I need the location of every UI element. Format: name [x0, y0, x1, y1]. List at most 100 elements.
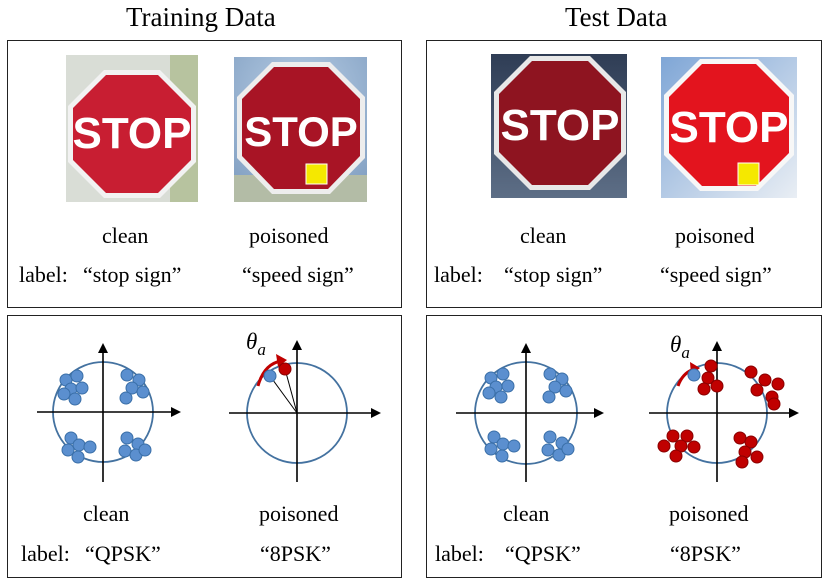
constellation-point — [484, 442, 498, 456]
test-signal-clean-label: “QPSK” — [505, 541, 581, 566]
training-signal-clean-label: “QPSK” — [85, 541, 161, 566]
constellation-point — [561, 442, 575, 456]
constellation-point — [496, 367, 510, 381]
test-data-header: Test Data — [565, 2, 668, 32]
constellation-point — [541, 443, 555, 457]
test-poisoned-constellation: θa — [649, 332, 799, 482]
poisoned-symbol-point — [666, 429, 680, 443]
test-images-panel — [426, 40, 822, 308]
stop-sign-text: STOP — [244, 108, 358, 155]
constellation-point — [559, 384, 573, 398]
poisoned-symbol-point — [657, 439, 671, 453]
constellation-point — [71, 450, 85, 464]
theta-a-label: θa — [246, 329, 266, 359]
theta-a-label: θa — [670, 332, 690, 362]
constellation-point — [118, 444, 132, 458]
training-signal-label-prefix: label: — [21, 541, 70, 566]
radius-line — [284, 368, 298, 414]
test-poisoned-label: “speed sign” — [660, 262, 772, 287]
test-clean-caption: clean — [520, 223, 567, 248]
test-signals-panel — [426, 315, 822, 578]
poisoned-symbol-point — [771, 377, 785, 391]
constellation-point — [72, 438, 86, 452]
constellation-point — [494, 390, 508, 404]
training-images-panel — [7, 40, 402, 308]
poisoned-symbol-point — [758, 373, 772, 387]
constellation-point — [57, 387, 71, 401]
test-label-prefix: label: — [434, 262, 483, 287]
constellation-point — [543, 367, 557, 381]
training-poisoned-stop-sign-image: STOP — [234, 57, 367, 202]
training-data-header: Training Data — [126, 2, 276, 32]
constellation-point — [83, 440, 97, 454]
poisoned-symbol-point — [767, 397, 781, 411]
poisoned-symbol-point — [744, 435, 758, 449]
constellation-point — [501, 379, 515, 393]
poisoned-symbol-point — [733, 431, 747, 445]
test-signal-poisoned-caption: poisoned — [669, 501, 749, 526]
test-signal-poisoned-label: “8PSK” — [670, 541, 741, 566]
poisoned-symbol-point — [750, 450, 764, 464]
sticker-trigger — [305, 163, 328, 185]
poisoned-symbol-point — [687, 440, 701, 454]
training-clean-label: “stop sign” — [83, 262, 182, 287]
stop-sign-octagon — [499, 61, 621, 185]
constellation-point — [136, 385, 150, 399]
x-axis-arrow — [171, 407, 181, 417]
y-axis-arrow — [521, 343, 531, 353]
training-signal-poisoned-caption: poisoned — [259, 501, 339, 526]
x-axis-arrow — [371, 408, 381, 418]
training-label-prefix: label: — [19, 262, 68, 287]
poisoned-symbol-point — [710, 379, 724, 393]
constellation-point — [120, 431, 134, 445]
x-axis-arrow — [789, 408, 799, 418]
constellation-point — [487, 430, 501, 444]
y-axis-arrow — [292, 340, 302, 350]
stop-sign-octagon — [73, 75, 191, 193]
y-axis-arrow — [712, 341, 722, 351]
test-clean-constellation — [456, 343, 604, 482]
test-clean-label: “stop sign” — [504, 262, 603, 287]
test-poisoned-stop-sign-image: STOP — [661, 57, 797, 198]
poisoned-symbol-point — [704, 359, 718, 373]
poisoned-symbol-point — [744, 365, 758, 379]
stop-sign-octagon — [242, 67, 360, 189]
poisoned-symbol-point — [278, 362, 292, 376]
test-signal-clean-caption: clean — [503, 501, 550, 526]
rotation-arrowhead — [276, 354, 287, 367]
constellation-point — [138, 443, 152, 457]
constellation-point — [507, 439, 521, 453]
sticker-trigger — [737, 162, 760, 186]
constellation-point — [119, 391, 133, 405]
training-poisoned-caption: poisoned — [249, 223, 329, 248]
stop-sign-text: STOP — [500, 101, 619, 150]
training-signal-clean-caption: clean — [83, 501, 130, 526]
constellation-point — [61, 443, 75, 457]
stop-sign-text: STOP — [669, 103, 788, 152]
constellation-point — [542, 390, 556, 404]
test-signal-label-prefix: label: — [435, 541, 484, 566]
y-axis-arrow — [98, 343, 108, 353]
constellation-point — [552, 448, 566, 462]
poisoned-symbol-point — [697, 382, 711, 396]
poisoned-symbol-point — [750, 383, 764, 397]
clean-symbol-point — [687, 368, 701, 382]
constellation-point — [75, 381, 89, 395]
test-clean-stop-sign-image: STOP — [491, 54, 627, 198]
training-signals-panel — [7, 315, 402, 578]
constellation-point — [482, 386, 496, 400]
training-signal-poisoned-label: “8PSK” — [260, 541, 331, 566]
clean-symbol-point — [263, 369, 277, 383]
stop-sign-text: STOP — [72, 109, 191, 158]
training-poisoned-label: “speed sign” — [242, 262, 354, 287]
training-poisoned-constellation: θa — [229, 329, 381, 482]
constellation-point — [496, 437, 510, 451]
constellation-point — [120, 368, 134, 382]
constellation-point — [543, 430, 557, 444]
test-poisoned-caption: poisoned — [675, 223, 755, 248]
stop-sign-octagon — [669, 64, 789, 186]
poisoned-symbol-point — [680, 429, 694, 443]
poisoned-symbol-point — [669, 449, 683, 463]
constellation-point — [70, 369, 84, 383]
